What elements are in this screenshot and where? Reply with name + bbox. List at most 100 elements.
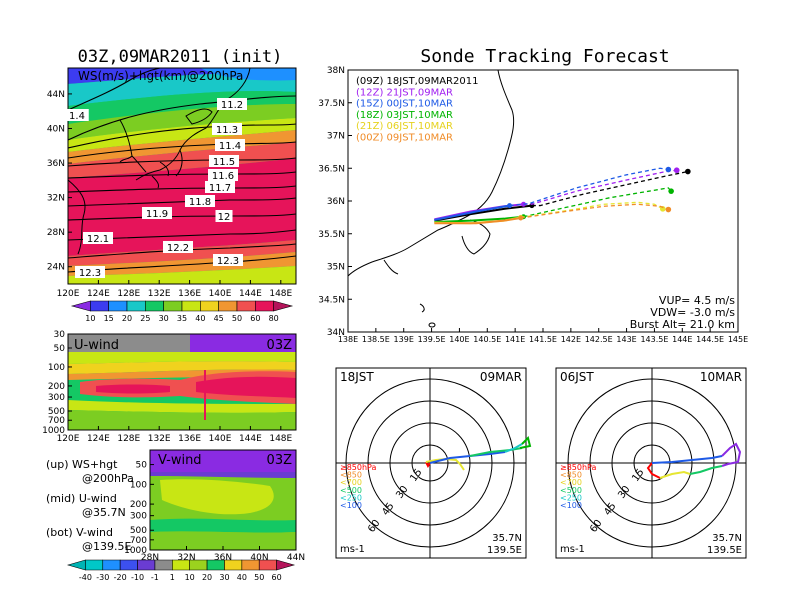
track-burst-point xyxy=(507,203,513,209)
contour-label: 1.4 xyxy=(69,111,85,122)
track-legend-entry: (09Z) 18JST,09MAR2011 xyxy=(356,76,478,87)
hodograph-right-legend: ≥850hPa<850<700<500<250<100 xyxy=(560,463,597,510)
colorbar-swatch xyxy=(218,300,238,312)
colorbar-swatch xyxy=(137,559,156,571)
upper-y-ticks: 24N 28N 32N 36N 40N 44N xyxy=(47,90,72,273)
lower-y-tick-label: 300 xyxy=(130,512,147,522)
colorbar-swatch xyxy=(224,559,243,571)
hodograph-left-lon: 139.5E xyxy=(487,545,522,556)
track-series-ascent xyxy=(434,215,524,223)
middle-y-tick-label: 30 xyxy=(54,330,66,340)
track-series-descent xyxy=(520,203,669,219)
upper-contour-labels: 1.4 11.2 11.3 11.4 11.5 11.611.7 11.8 11.9 12 12.… xyxy=(65,98,247,279)
note-mid-line1: (mid) U-wind xyxy=(46,492,117,505)
track-landing-point xyxy=(673,167,680,174)
colorbar-tick-label: 35 xyxy=(177,314,187,323)
colorbar-tick-label: 10 xyxy=(185,573,195,582)
middle-y-tick-label: 1000 xyxy=(42,426,65,436)
track-y-tick-label: 36N xyxy=(327,197,345,207)
track-landing-point xyxy=(685,168,691,175)
hodograph-legend-entry: <850 xyxy=(560,471,582,480)
colorbar-tick-label: 40 xyxy=(237,573,247,582)
lower-y-tick-label: 50 xyxy=(136,461,148,471)
track-y-tick-label: 34N xyxy=(327,328,345,338)
colorbar-swatch xyxy=(154,559,173,571)
colorbar-swatch xyxy=(66,559,86,571)
hodograph-left-unit: ms-1 xyxy=(340,544,365,555)
track-series-ascent xyxy=(434,217,521,225)
hodograph-legend-entry: <850 xyxy=(340,471,362,480)
contour-label-box xyxy=(212,123,242,135)
middle-y-tick-label: 200 xyxy=(48,382,65,392)
upper-x-tick-label: 136E xyxy=(178,289,201,299)
contour-label-box xyxy=(215,210,233,222)
contour-label: 12.2 xyxy=(167,243,189,254)
track-x-tick-label: 144E xyxy=(672,335,692,344)
upper-y-tick-label: 32N xyxy=(47,194,65,204)
left-notes: (up) WS+hgt @200hPa (mid) U-wind @35.7N … xyxy=(46,458,134,553)
lower-panel-time: 03Z xyxy=(267,453,293,468)
hodograph-legend-entry: <700 xyxy=(340,478,362,487)
annotation-vup: VUP= 4.5 m/s xyxy=(659,294,735,307)
colorbar-swatch xyxy=(70,300,91,312)
contour-label: 11.9 xyxy=(146,209,168,220)
upper-x-tick-label: 124E xyxy=(87,289,110,299)
colorbar-swatch xyxy=(145,300,164,312)
track-x-ticks: 138E 138.5E 139E 139.5E 140E 140.5E 141E 141.5E… xyxy=(338,328,748,344)
colorbar-swatch xyxy=(241,559,260,571)
note-bot-line2: @139.5E xyxy=(82,540,131,553)
middle-panel-time: 03Z xyxy=(267,338,293,353)
middle-y-tick-label: 50 xyxy=(54,344,66,354)
colorbar-swatch xyxy=(90,300,109,312)
contour-label-box xyxy=(205,181,235,193)
colorbar-swatch xyxy=(276,559,296,571)
track-x-tick-label: 142E xyxy=(561,335,581,344)
contour-label-box xyxy=(217,98,247,110)
track-panel: 138E 138.5E 139E 139.5E 140E 140.5E 141E 141.5E… xyxy=(318,66,748,344)
track-x-tick-label: 144.5E xyxy=(696,335,724,344)
lower-x-tick-label: 32N xyxy=(177,553,195,563)
colorbar-tick-label: 20 xyxy=(122,314,132,323)
hodograph-legend-entry: <100 xyxy=(560,501,582,510)
contour-label-box xyxy=(163,241,193,253)
middle-panel-title: U-wind xyxy=(74,338,119,353)
upper-x-ticks: 120E 124E 128E 132E 136E 140E 144E 148E xyxy=(57,280,293,299)
colorbar-tick-label: -1 xyxy=(151,573,159,582)
track-x-tick-label: 141.5E xyxy=(529,335,557,344)
upper-colorbar: 10 15 20 25 30 35 40 45 50 60 80 xyxy=(70,300,294,323)
track-series-descent xyxy=(509,167,669,207)
track-legend-entry: (21Z) 06JST,10MAR xyxy=(356,121,453,132)
upper-y-tick-label: 44N xyxy=(47,90,65,100)
track-x-tick-label: 140.5E xyxy=(473,335,501,344)
contour-label: 12.3 xyxy=(79,268,101,279)
hodograph-right-unit: ms-1 xyxy=(560,544,585,555)
track-lines xyxy=(434,166,691,225)
colorbar-tick-label: 30 xyxy=(219,573,229,582)
colorbar-tick-label: 60 xyxy=(272,573,282,582)
upper-y-tick-label: 36N xyxy=(47,159,65,169)
contour-label: 11.4 xyxy=(219,141,241,152)
track-x-tick-label: 145E xyxy=(728,335,748,344)
hodograph-legend-entry: ≥850hPa xyxy=(340,463,377,472)
note-up-line1: (up) WS+hgt xyxy=(46,458,118,471)
lower-panel-title: V-wind xyxy=(158,453,202,468)
lower-x-tick-label: 28N xyxy=(141,553,159,563)
lower-v-wind-panel: V-wind 03Z 28N 32N 36N 40N 44N 5010020030050… xyxy=(124,449,305,563)
lower-x-tick-label: 40N xyxy=(250,553,268,563)
contour-label: 11.6 xyxy=(212,171,234,182)
colorbar-tick-label: 20 xyxy=(202,573,212,582)
middle-y-tick-label: 700 xyxy=(48,416,65,426)
track-x-tick-label: 138E xyxy=(338,335,358,344)
track-legend-entry: (15Z) 00JST,10MAR xyxy=(356,99,453,110)
contour-label-box xyxy=(209,155,239,167)
lower-x-ticks: 28N 32N 36N 40N 44N xyxy=(141,546,305,563)
note-up-line2: @200hPa xyxy=(82,472,134,485)
track-y-tick-label: 35.5N xyxy=(318,230,345,240)
colorbar-swatch xyxy=(206,559,225,571)
contour-label: 11.8 xyxy=(189,197,211,208)
colorbar-swatch xyxy=(85,559,104,571)
track-x-tick-label: 140E xyxy=(449,335,469,344)
hodograph-legend-entry: <100 xyxy=(340,501,362,510)
